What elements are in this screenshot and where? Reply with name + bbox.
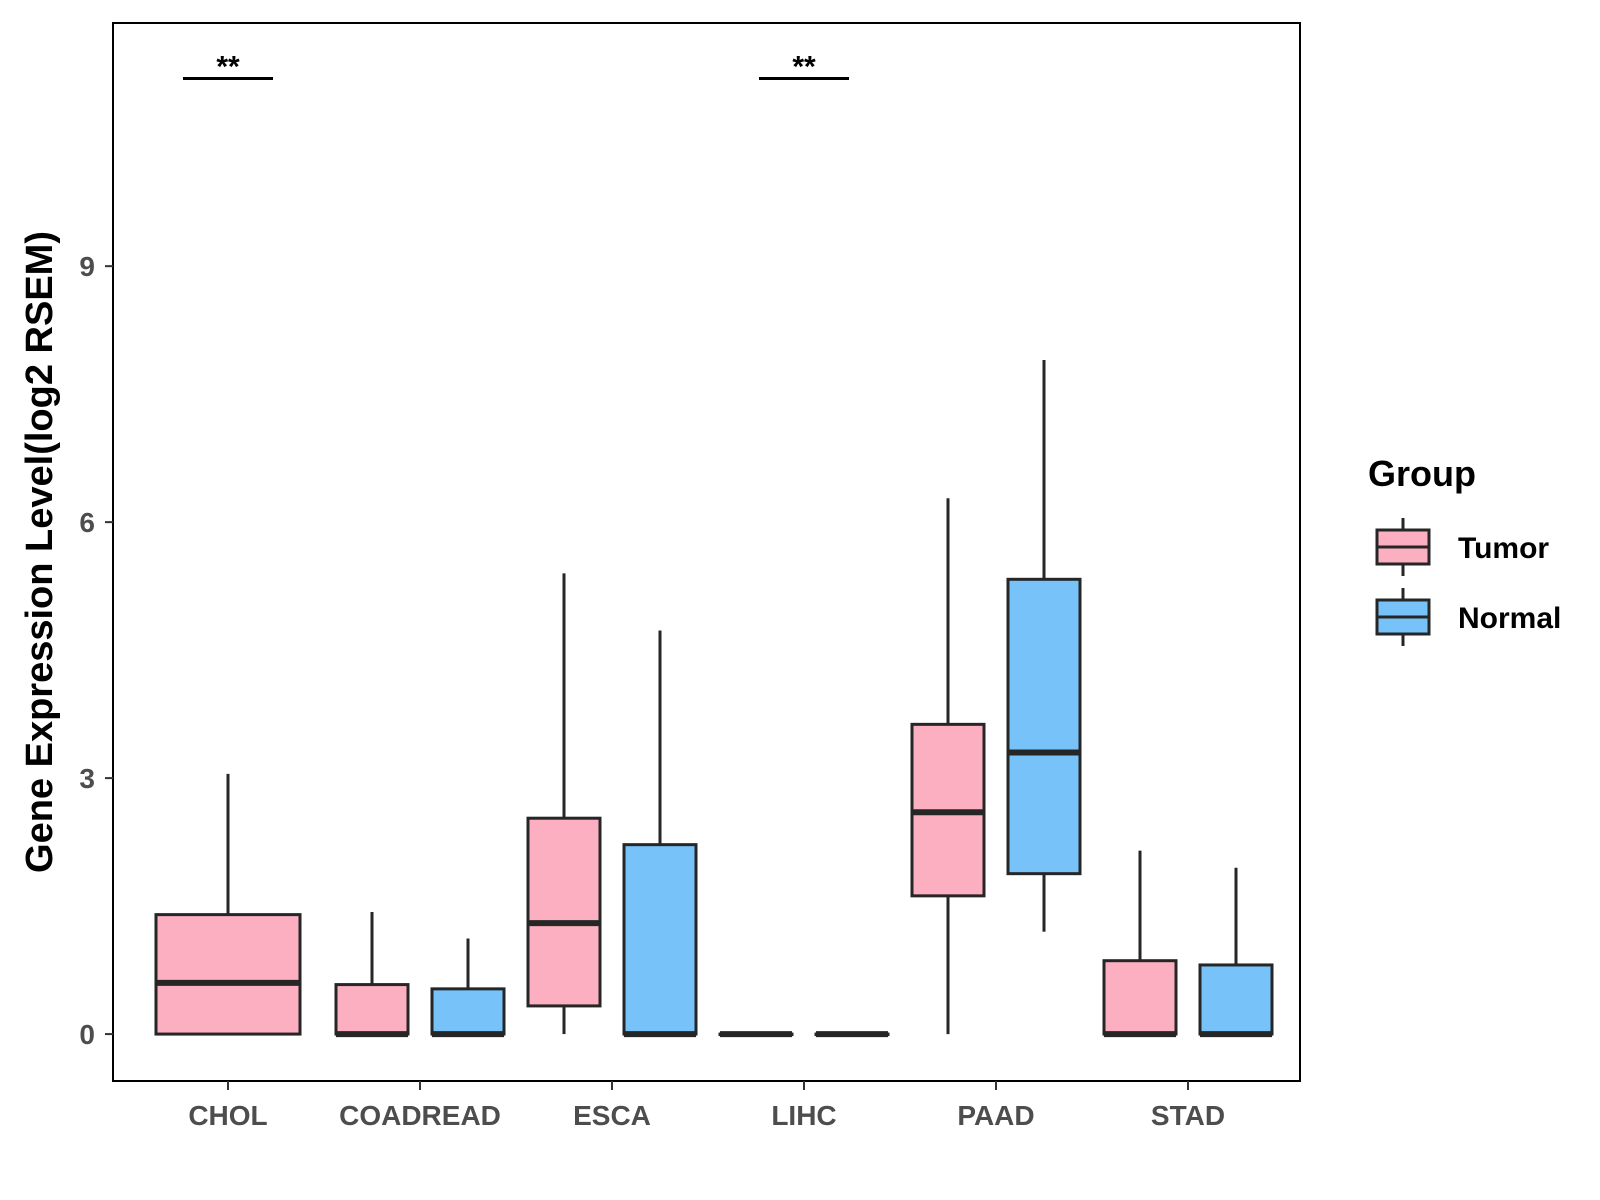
y-tick-label: 9 [79, 251, 95, 282]
legend-entries: Tumor Normal [1375, 518, 1561, 646]
box-normal-stad [1198, 867, 1274, 1038]
legend-label-normal: Normal [1458, 602, 1561, 635]
box-normal-esca [622, 630, 698, 1038]
box-normal-coadread [430, 938, 506, 1038]
significance-annotations: ** ** [183, 50, 849, 83]
box-body [1198, 963, 1274, 1036]
significance-label: ** [792, 50, 816, 83]
x-axis: CHOL COADREAD ESCA LIHC PAAD STAD [188, 1081, 1225, 1131]
y-tick-label: 6 [79, 507, 95, 538]
box-series-layer [154, 360, 1274, 1038]
y-tick-label: 3 [79, 763, 95, 794]
significance-label: ** [216, 50, 240, 83]
box-tumor-esca [526, 573, 602, 1035]
box-tumor-chol [154, 773, 302, 1036]
box-body [622, 843, 698, 1036]
box-body [1006, 577, 1082, 876]
box-normal-paad [1006, 360, 1082, 932]
box-body [430, 987, 506, 1036]
y-axis: 0 3 6 9 [79, 251, 113, 1050]
x-tick-label: COADREAD [339, 1100, 501, 1131]
box-body [334, 983, 410, 1036]
box-body [1102, 959, 1178, 1036]
y-tick-label: 0 [79, 1019, 95, 1050]
box-body [154, 913, 302, 1036]
box-tumor-lihc [718, 1031, 794, 1038]
legend-label-tumor: Tumor [1458, 532, 1549, 565]
box-tumor-stad [1102, 850, 1178, 1038]
x-tick-label: CHOL [188, 1100, 267, 1131]
legend: Group Tumor Normal [1368, 453, 1561, 646]
legend-key-tumor: Tumor [1375, 518, 1549, 576]
plot-panel [112, 22, 1301, 1082]
box-tumor-coadread [334, 912, 410, 1038]
legend-key-normal: Normal [1375, 588, 1561, 646]
box-body [526, 816, 602, 1008]
x-tick-label: PAAD [957, 1100, 1034, 1131]
x-tick-label: LIHC [771, 1100, 836, 1131]
x-tick-label: ESCA [573, 1100, 651, 1131]
legend-title: Group [1368, 453, 1476, 494]
box-tumor-paad [910, 498, 986, 1035]
x-tick-label: STAD [1151, 1100, 1225, 1131]
box-normal-lihc [814, 1031, 890, 1038]
y-axis-title: Gene Expression Level(log2 RSEM) [19, 231, 61, 873]
